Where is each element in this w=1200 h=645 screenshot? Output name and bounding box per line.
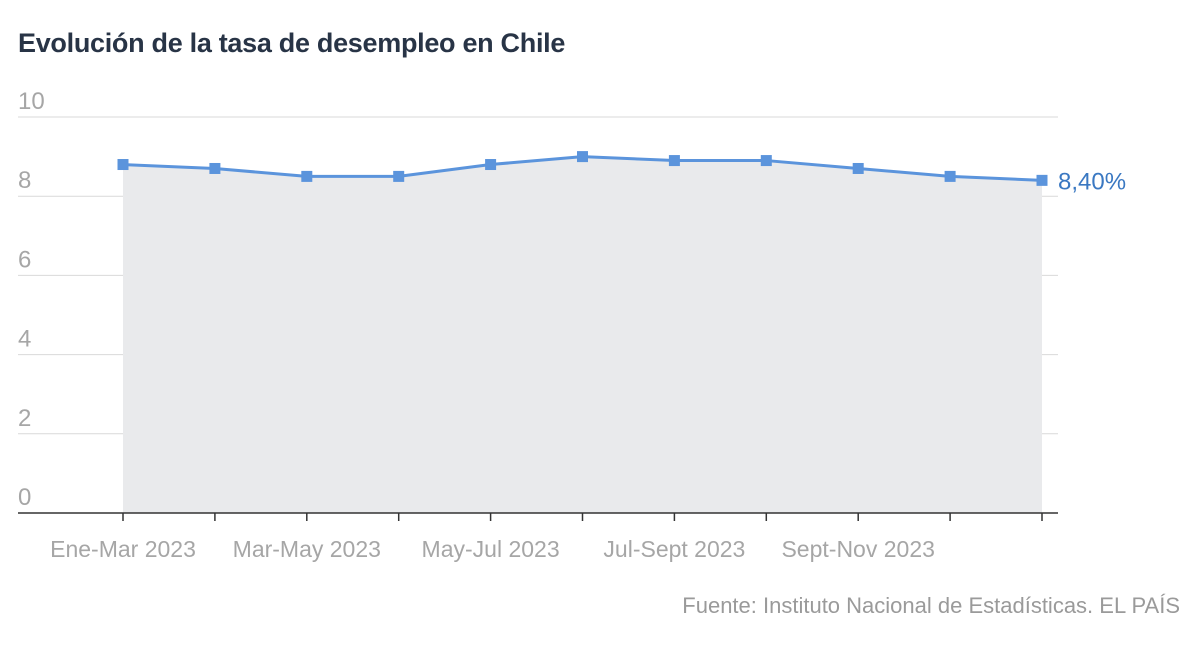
- data-point: [1036, 174, 1048, 186]
- x-tick-label: Mar-May 2023: [233, 536, 381, 562]
- y-tick-label: 0: [18, 484, 31, 511]
- y-tick-label: 8: [18, 167, 31, 194]
- end-value-label: 8,40%: [1058, 168, 1126, 195]
- x-tick-label: Ene-Mar 2023: [50, 536, 196, 562]
- data-point: [209, 162, 221, 174]
- data-point: [577, 151, 588, 163]
- x-tick-label: May-Jul 2023: [422, 536, 560, 562]
- source-note: Fuente: Instituto Nacional de Estadístic…: [682, 593, 1180, 618]
- area-fill: [123, 156, 1042, 513]
- x-tick-label: Sept-Nov 2023: [781, 536, 934, 562]
- chart-title: Evolución de la tasa de desempleo en Chi…: [18, 28, 566, 58]
- x-tick-label: Jul-Sept 2023: [603, 536, 745, 562]
- data-point: [852, 162, 864, 174]
- y-tick-label: 2: [18, 405, 31, 432]
- series-points: [117, 151, 1048, 186]
- data-point: [117, 159, 129, 171]
- data-point: [668, 155, 680, 167]
- y-tick-labels: 0 2 4 6 8 10: [18, 88, 45, 511]
- data-point: [944, 170, 956, 182]
- y-tick-label: 10: [18, 88, 45, 115]
- data-point: [760, 155, 772, 167]
- data-point: [485, 159, 497, 171]
- x-tick-labels: Ene-Mar 2023 Mar-May 2023 May-Jul 2023 Jul-…: [50, 536, 935, 562]
- data-point: [393, 170, 405, 182]
- x-ticks: [122, 513, 1043, 521]
- y-tick-label: 4: [18, 326, 31, 353]
- data-point: [301, 170, 313, 182]
- y-tick-label: 6: [18, 246, 31, 273]
